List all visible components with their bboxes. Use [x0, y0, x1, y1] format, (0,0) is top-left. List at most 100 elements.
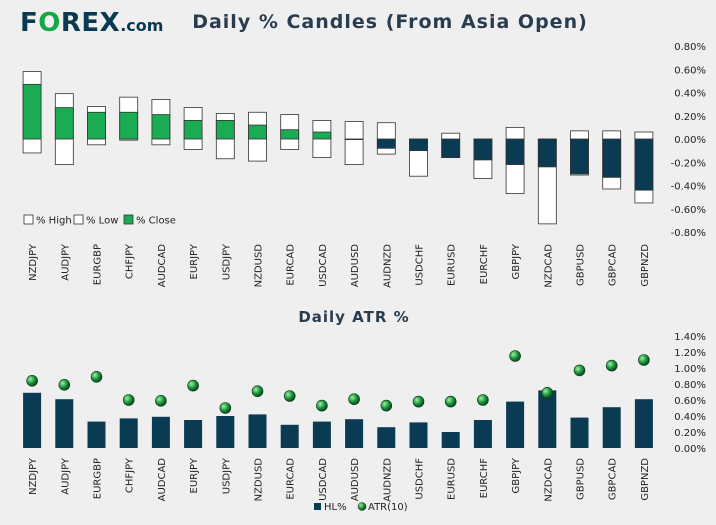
candle-chart-title: Daily % Candles (From Asia Open) — [192, 11, 588, 33]
candle-x-tick-label: USDJPY — [221, 243, 232, 280]
candle-x-axis: NZDJPY AUDJPY EURGBP CHFJPY AUDCAD EURJPY USDJ… — [28, 243, 651, 288]
atr-point — [90, 371, 103, 383]
atr-x-tick-label: AUDNZD — [382, 458, 393, 502]
candle-x-tick-label: EURUSD — [447, 244, 458, 286]
atr-x-tick-label: AUDUSD — [350, 458, 361, 502]
atr-x-tick-label: NZDJPY — [28, 457, 39, 495]
atr-point — [187, 379, 199, 392]
hl-bar — [409, 422, 428, 448]
candle-close-bar — [634, 138, 654, 191]
candle-close-bar — [473, 138, 493, 161]
atr-x-tick-label: EURCHF — [479, 458, 490, 499]
candle-y-tick-label: 0.60% — [674, 65, 706, 76]
candle-x-tick-label: USDCHF — [415, 244, 426, 286]
candle-close-bar — [441, 138, 461, 159]
atr-point — [58, 379, 71, 391]
candle-x-tick-label: AUDUSD — [350, 244, 361, 288]
candle-close-bar — [376, 138, 396, 149]
candle-y-axis: 0.80% 0.60% 0.40% 0.20% 0.00% -0.20% -0.40% -0.… — [671, 42, 706, 239]
candle-x-tick-label: NZDJPY — [28, 243, 39, 281]
candle-y-tick-label: 0.80% — [674, 42, 706, 53]
candle-close-bar — [505, 138, 525, 165]
atr-point — [605, 359, 618, 372]
candle-range-box — [344, 121, 364, 165]
legend-label-atr: ATR(10) — [368, 502, 408, 513]
candle-x-tick-label: AUDNZD — [382, 244, 393, 288]
candle-y-tick-label: 0.40% — [674, 89, 706, 100]
candle-legend: % High % Low % Close — [23, 214, 176, 227]
hl-bar — [570, 417, 589, 448]
atr-chart: Daily ATR % 1.40% 1.20% 1.00% 0.80% 0.60% 0.4… — [23, 308, 706, 513]
atr-point — [573, 364, 586, 377]
candle-close-bar — [183, 120, 203, 140]
hl-bar — [538, 390, 557, 448]
hl-bar — [506, 401, 525, 448]
hl-bar — [87, 421, 106, 448]
hl-bar — [280, 424, 299, 448]
atr-x-tick-label: NZDCAD — [543, 458, 554, 502]
hl-bar — [377, 427, 396, 448]
logo-letters-rex: REX — [60, 8, 121, 38]
atr-point — [251, 385, 264, 397]
atr-x-tick-label: GBPUSD — [576, 458, 587, 500]
atr-point — [122, 394, 135, 406]
hl-bar — [184, 420, 203, 448]
candle-close-bar — [409, 138, 428, 152]
candle-close-bar — [119, 111, 139, 140]
atr-point — [541, 387, 554, 399]
candle-x-tick-label: EURCAD — [286, 244, 297, 286]
candle-close-bar — [87, 111, 106, 140]
candle-close-bar — [570, 138, 589, 175]
atr-point — [477, 394, 489, 406]
legend-swatch — [123, 214, 134, 225]
atr-x-tick-label: EURJPY — [189, 457, 200, 493]
candle-x-tick-label: EURGBP — [93, 244, 104, 285]
hl-bar — [248, 414, 267, 448]
candle-x-tick-label: EURCHF — [479, 244, 490, 285]
candle-y-tick-label: -0.80% — [671, 228, 706, 239]
hl-bar — [345, 419, 364, 448]
atr-y-tick-label: 0.60% — [674, 396, 706, 407]
atr-point — [348, 393, 360, 405]
forex-logo: FOREX.com — [20, 8, 163, 38]
atr-x-tick-label: GBPNZD — [640, 458, 651, 501]
atr-chart-title: Daily ATR % — [298, 308, 409, 326]
atr-y-tick-label: 1.40% — [674, 332, 706, 343]
legend-swatch-hl — [314, 503, 321, 510]
candle-close-bar — [312, 131, 332, 140]
hl-bar — [602, 407, 621, 448]
atr-y-tick-label: 0.20% — [674, 428, 706, 439]
candle-y-tick-label: 0.20% — [674, 112, 706, 123]
hl-bar — [119, 418, 138, 448]
hl-bar — [634, 399, 653, 448]
candle-chart: Daily % Candles (From Asia Open) 0.80% 0.… — [22, 11, 706, 288]
candle-close-bar — [151, 114, 171, 140]
legend-label-hl: HL% — [324, 502, 347, 513]
candle-close-bar — [248, 124, 267, 140]
atr-x-tick-label: EURCAD — [286, 458, 297, 500]
candle-close-bar — [215, 120, 235, 140]
atr-x-tick-label: EURGBP — [93, 458, 104, 499]
candle-close-bar — [344, 138, 364, 141]
hl-bar — [441, 432, 460, 448]
atr-legend: HL% ATR(10) — [314, 502, 408, 513]
candle-y-tick-label: -0.40% — [671, 182, 706, 193]
candle-y-tick-label: -0.20% — [671, 158, 706, 169]
candle-x-tick-label: CHFJPY — [125, 243, 136, 279]
candle-marks — [22, 71, 654, 225]
candle-x-tick-label: GBPNZD — [640, 244, 651, 287]
atr-point — [26, 375, 38, 387]
atr-y-tick-label: 0.00% — [674, 444, 706, 455]
legend-swatch — [73, 214, 84, 225]
atr-x-tick-label: AUDCAD — [157, 458, 168, 502]
candle-x-tick-label: GBPUSD — [576, 244, 587, 286]
legend-swatch-atr — [357, 502, 367, 511]
hl-bar — [23, 392, 42, 448]
candle-y-tick-label: -0.60% — [671, 205, 706, 216]
atr-x-axis: NZDJPY AUDJPY EURGBP CHFJPY AUDCAD EURJPY USDJ… — [28, 457, 651, 502]
hl-bar — [473, 420, 492, 448]
logo-letter-f: F — [20, 8, 39, 38]
candle-x-tick-label: GBPCAD — [608, 244, 619, 286]
candle-close-bar — [54, 107, 74, 140]
